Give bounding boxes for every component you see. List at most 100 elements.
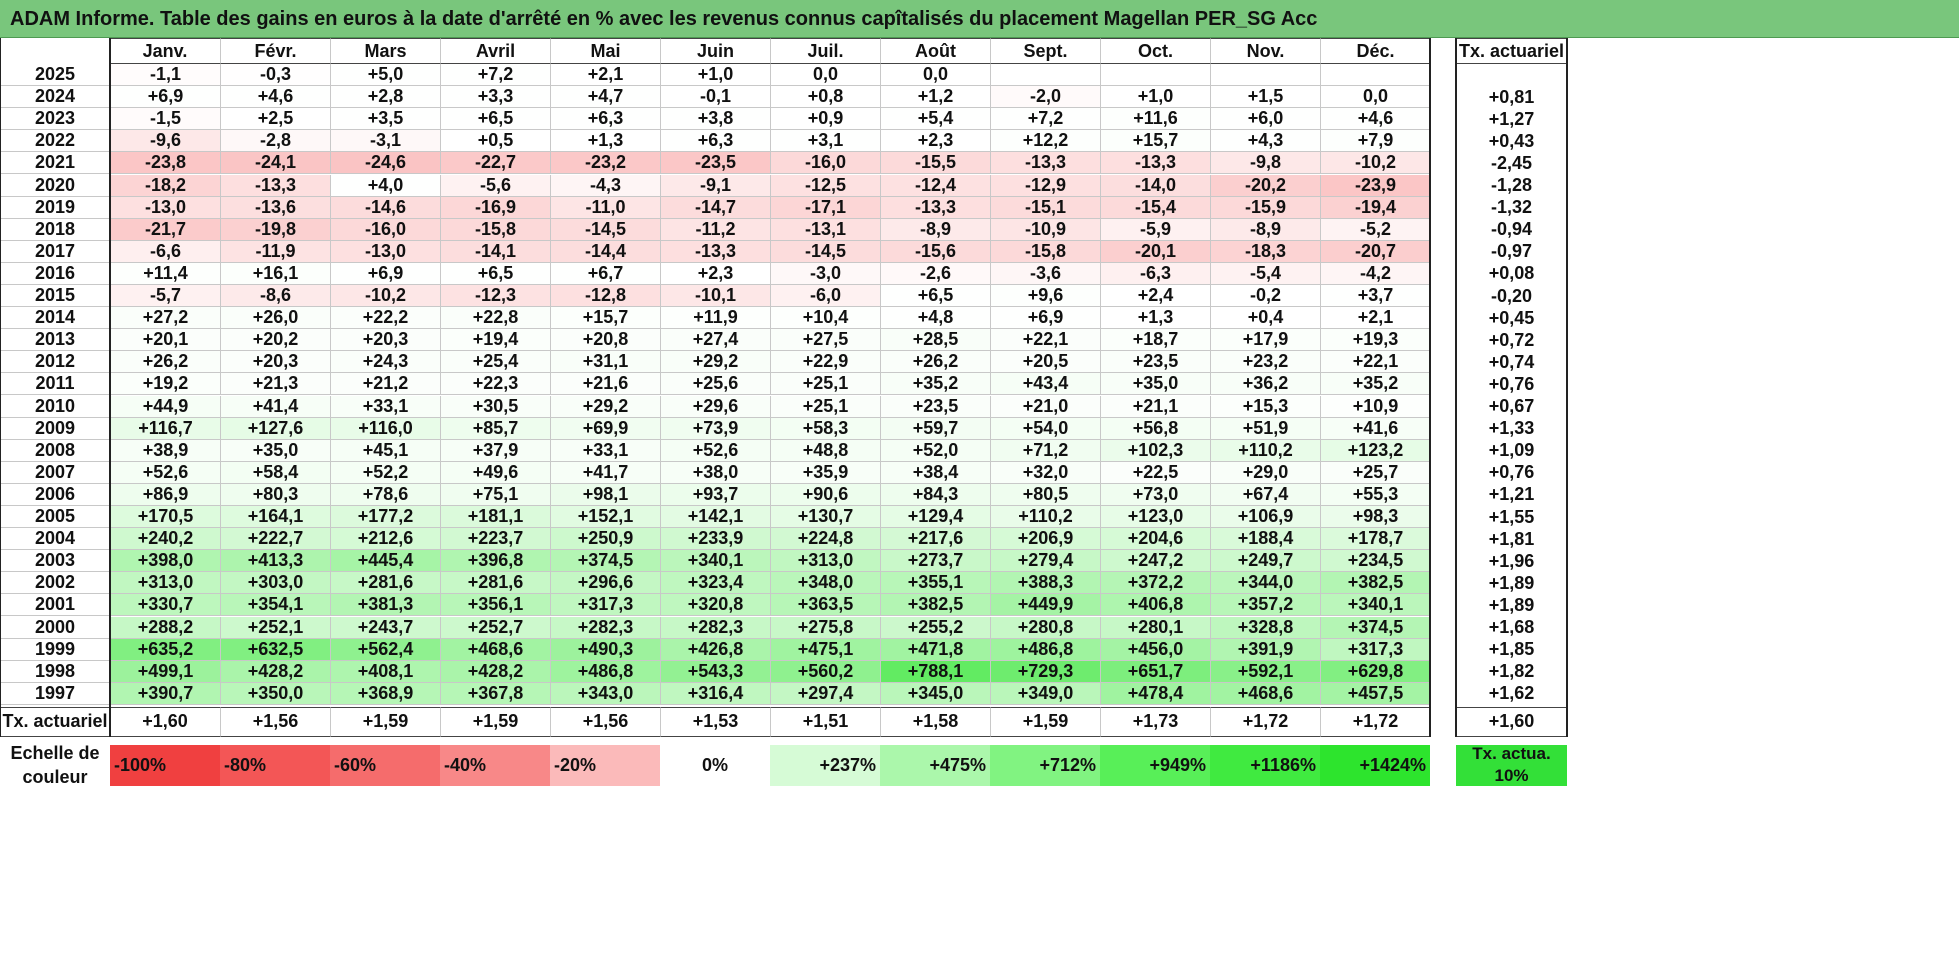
actuarial-rate: -0,20 [1490,285,1533,306]
footer-rate: +1,59 [330,706,440,737]
table-cell: +11,9 [660,307,770,330]
footer-rate: +1,73 [1100,706,1210,737]
table-cell: -18,2 [110,174,220,197]
table-cell: +3,8 [660,108,770,131]
actuarial-rate: +0,74 [1488,351,1535,372]
table-cell: +78,6 [330,483,440,506]
footer-rate: +1,60 [110,706,220,737]
table-cell: +38,4 [880,461,990,484]
table-cell: +73,9 [660,417,770,440]
table-cell: +428,2 [440,660,550,683]
year-label: 2016 [0,263,110,285]
table-cell: +0,4 [1210,307,1320,330]
table-cell: +21,0 [990,395,1100,418]
table-cell: +26,0 [220,307,330,330]
color-scale-swatch: +1424% [1320,744,1430,786]
actuarial-rate: +0,67 [1488,396,1535,417]
footer-rate: +1,59 [440,706,550,737]
table-cell: +142,1 [660,506,770,529]
table-cell: +5,4 [880,108,990,131]
table-cell: +59,7 [880,417,990,440]
table-cell: +2,1 [1320,307,1430,330]
color-scale-swatch: -20% [550,744,660,786]
table-cell: -9,1 [660,174,770,197]
table-cell: +37,9 [440,439,550,462]
table-cell: +390,7 [110,682,220,705]
table-cell: +29,6 [660,395,770,418]
table-cell: -19,8 [220,218,330,241]
table-cell: +51,9 [1210,417,1320,440]
table-cell: -4,3 [550,174,660,197]
year-label: 1997 [0,683,110,705]
table-cell: -1,5 [110,108,220,131]
table-cell: +4,8 [880,307,990,330]
table-cell: +48,8 [770,439,880,462]
table-cell: +4,6 [1320,108,1430,131]
table-cell: +249,7 [1210,550,1320,573]
table-cell: +406,8 [1100,594,1210,617]
table-cell: +1,3 [1100,307,1210,330]
table-cell: -16,0 [770,152,880,175]
table-cell: +224,8 [770,528,880,551]
table-cell: +26,2 [110,351,220,374]
actuarial-rate: +1,85 [1488,639,1535,660]
table-cell: +18,7 [1100,329,1210,352]
table-cell: +408,1 [330,660,440,683]
table-cell: -22,7 [440,152,550,175]
table-cell: +281,6 [330,572,440,595]
table-cell: +10,9 [1320,395,1430,418]
table-cell: +632,5 [220,638,330,661]
table-cell: +67,4 [1210,483,1320,506]
table-cell: +25,1 [770,395,880,418]
table-cell: +55,3 [1320,483,1430,506]
table-cell: +7,2 [990,108,1100,131]
table-cell: +15,3 [1210,395,1320,418]
table-cell: -18,3 [1210,240,1320,263]
actuarial-rate: +1,89 [1488,594,1535,615]
table-cell: -12,4 [880,174,990,197]
table-cell: +43,4 [990,373,1100,396]
actuarial-rate: +1,96 [1488,550,1535,571]
table-cell [1320,64,1430,87]
table-cell: +288,2 [110,616,220,639]
color-scale-swatch: +1186% [1210,744,1320,786]
table-cell: +560,2 [770,660,880,683]
year-label: 1999 [0,639,110,661]
table-cell: +181,1 [440,506,550,529]
table-cell: +41,7 [550,461,660,484]
year-label: 2017 [0,241,110,263]
table-cell: -5,2 [1320,218,1430,241]
color-scale-swatch: -80% [220,744,330,786]
table-cell: +30,5 [440,395,550,418]
table-cell: +206,9 [990,528,1100,551]
year-label: 2015 [0,285,110,308]
table-cell: +25,4 [440,351,550,374]
table-cell: +355,1 [880,572,990,595]
table-cell: -5,7 [110,285,220,308]
table-cell: +296,6 [550,572,660,595]
table-cell: +651,7 [1100,660,1210,683]
table-cell: +75,1 [440,483,550,506]
table-cell: +562,4 [330,638,440,661]
actuarial-rate: +0,76 [1488,462,1535,483]
table-cell: +279,4 [990,550,1100,573]
table-cell: +178,7 [1320,528,1430,551]
table-cell: +80,5 [990,483,1100,506]
table-cell: +123,2 [1320,439,1430,462]
table-cell: +110,2 [1210,439,1320,462]
table-cell: +44,9 [110,395,220,418]
table-cell: +35,9 [770,461,880,484]
year-label: 2023 [0,108,110,131]
table-cell: +164,1 [220,506,330,529]
table-cell: -23,8 [110,152,220,175]
page-border-left [0,38,1,737]
table-cell: +6,3 [550,108,660,131]
table-cell: -14,4 [550,240,660,263]
table-cell: +20,5 [990,351,1100,374]
table-cell: +3,5 [330,108,440,131]
actuarial-rate: +0,72 [1488,329,1535,350]
table-cell: -20,7 [1320,240,1430,263]
table-cell: +10,4 [770,307,880,330]
table-cell: +25,1 [770,373,880,396]
color-scale-swatch: +949% [1100,744,1210,786]
